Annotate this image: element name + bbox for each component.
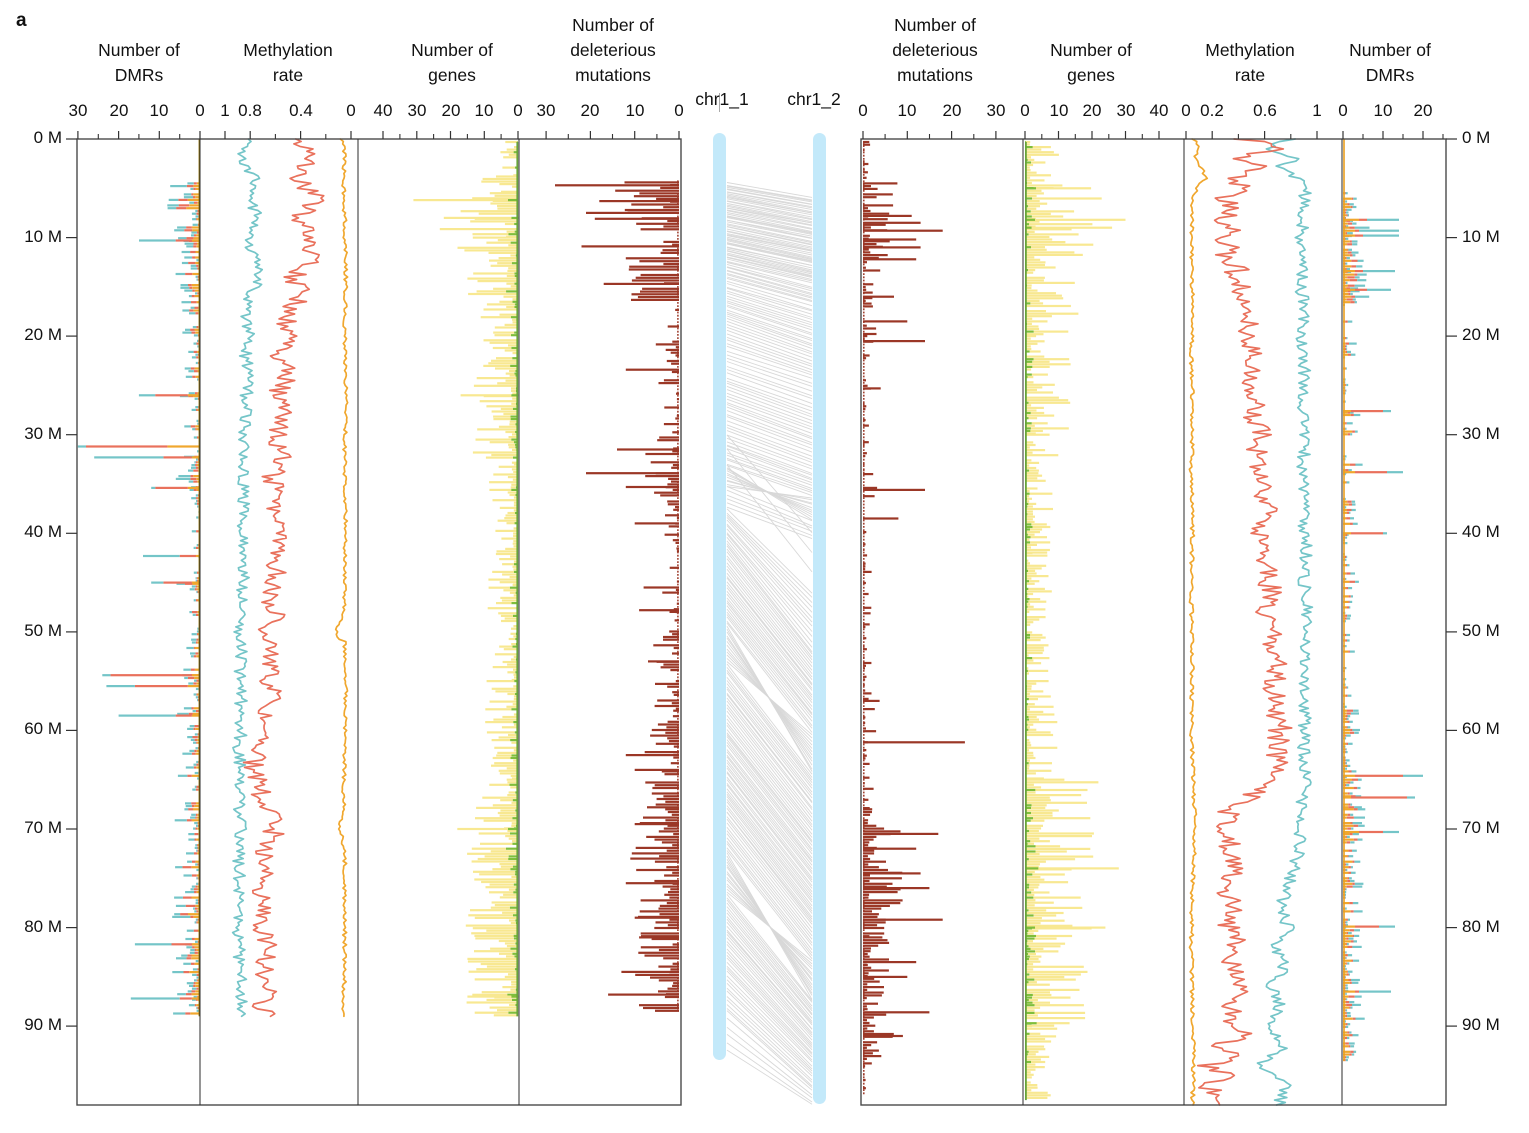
axis-tick-label: 10 xyxy=(1049,101,1069,120)
axis-tick-label: 10 xyxy=(149,101,169,120)
axis-tick-label: 10 xyxy=(474,101,494,120)
title-line: Number of xyxy=(1349,40,1431,60)
axis-tick-label: 0 xyxy=(513,101,523,120)
axis-tick-label: 0 xyxy=(674,101,684,120)
panel-title-genes-left: Number of genes xyxy=(357,38,547,88)
track-del_left xyxy=(555,181,679,1012)
axis-tick-label: 20 xyxy=(1413,101,1433,120)
axis-tick-label: 0 xyxy=(1338,101,1348,120)
axis-tick-label: 0.4 xyxy=(289,101,313,120)
axis-tick-label: 0 xyxy=(1020,101,1030,120)
track-del_right xyxy=(863,140,965,1090)
axis-tick-label: 20 xyxy=(942,101,962,120)
axis-ticks xyxy=(66,131,1457,1027)
panel-title-meth-left: Methylation rate xyxy=(193,38,383,88)
genome-position-label-left: 10 M xyxy=(24,227,62,246)
axis-tick-label: 40 xyxy=(373,101,393,120)
panel-title-del-right: Number of deleterious mutations xyxy=(840,13,1030,88)
genome-position-label-right: 30 M xyxy=(1462,424,1500,443)
title-line: Number of xyxy=(572,15,654,35)
panel-title-dmrs-left: Number of DMRs xyxy=(44,38,234,88)
title-line: mutations xyxy=(897,65,973,85)
axis-tick-label: 0.6 xyxy=(1253,101,1277,120)
genome-position-label-left: 20 M xyxy=(24,325,62,344)
chromosome-bars xyxy=(713,93,826,1104)
axis-tick-label: 10 xyxy=(1373,101,1393,120)
axis-tick-label: 40 xyxy=(1149,101,1169,120)
genome-position-label-right: 60 M xyxy=(1462,719,1500,738)
genome-position-label-left: 70 M xyxy=(24,818,62,837)
genome-position-label-left: 90 M xyxy=(24,1015,62,1034)
track-dmrs_left xyxy=(77,182,200,1015)
axis-tick-label: 0 xyxy=(858,101,868,120)
genome-position-label-right: 50 M xyxy=(1462,621,1500,640)
title-line: DMRs xyxy=(1365,65,1415,85)
genome-position-label-left: 30 M xyxy=(24,424,62,443)
chr1-2-label: chr1_2 xyxy=(787,89,841,109)
track-meth_left xyxy=(231,138,349,1018)
panel-title-del-left: Number of deleterious mutations xyxy=(518,13,708,88)
axis-tick-label: 10 xyxy=(897,101,917,120)
axis-tick-label: 20 xyxy=(580,101,600,120)
genome-position-label-left: 0 M xyxy=(33,128,62,147)
title-line: deleterious xyxy=(892,40,978,60)
title-line: Number of xyxy=(411,40,493,60)
axis-tick-label: 1 xyxy=(1312,101,1322,120)
genome-position-label-right: 20 M xyxy=(1462,325,1500,344)
baseline-stripes xyxy=(198,139,1345,1101)
figure-panel-label: a xyxy=(16,10,27,31)
axis-tick-label: 0 xyxy=(346,101,356,120)
genome-position-label-right: 80 M xyxy=(1462,917,1500,936)
title-line: mutations xyxy=(575,65,651,85)
track-meth_right xyxy=(1188,138,1314,1106)
genome-position-label-right: 90 M xyxy=(1462,1015,1500,1034)
panel-title-genes-right: Number of genes xyxy=(996,38,1186,88)
genome-position-label-right: 40 M xyxy=(1462,522,1500,541)
title-line: Number of xyxy=(98,40,180,60)
axis-tick-label: 30 xyxy=(536,101,556,120)
title-line: deleterious xyxy=(570,40,656,60)
axis-tick-label: 30 xyxy=(986,101,1006,120)
axis-tick-label: 20 xyxy=(109,101,129,120)
axis-tick-label: 0.2 xyxy=(1200,101,1224,120)
axis-tick-label: 0.8 xyxy=(238,101,262,120)
panel-frames xyxy=(76,138,1447,1106)
genome-position-label-right: 70 M xyxy=(1462,818,1500,837)
title-line: genes xyxy=(428,65,476,85)
title-line: Number of xyxy=(1050,40,1132,60)
axis-tick-label: 1 xyxy=(220,101,230,120)
title-line: Methylation xyxy=(243,40,333,60)
track-dmrs_right xyxy=(1343,192,1423,1062)
genome-position-label-right: 10 M xyxy=(1462,227,1500,246)
chr1-1-label: chr1_1 xyxy=(695,89,749,109)
title-line: Number of xyxy=(894,15,976,35)
axis-tick-label: 30 xyxy=(407,101,427,120)
genome-position-label-left: 40 M xyxy=(24,522,62,541)
panel-title-meth-right: Methylation rate xyxy=(1155,38,1345,88)
axis-tick-label: 30 xyxy=(68,101,88,120)
title-line: Methylation xyxy=(1205,40,1295,60)
genome-position-label-left: 80 M xyxy=(24,917,62,936)
axis-tick-label: 10 xyxy=(625,101,645,120)
title-line: rate xyxy=(1234,65,1266,85)
axis-tick-label: 0 xyxy=(1181,101,1191,120)
synteny-links xyxy=(726,182,813,1105)
track-genes_right xyxy=(1025,140,1126,1099)
title-line: genes xyxy=(1067,65,1115,85)
genome-position-label-left: 50 M xyxy=(24,621,62,640)
panel-title-dmrs-right: Number of DMRs xyxy=(1295,38,1485,88)
title-line: DMRs xyxy=(114,65,164,85)
axis-tick-label: 0 xyxy=(195,101,205,120)
track-genes_left xyxy=(413,140,519,1017)
axis-tick-label: 20 xyxy=(1082,101,1102,120)
title-line: rate xyxy=(272,65,304,85)
genome-position-label-right: 0 M xyxy=(1462,128,1491,147)
genome-position-label-left: 60 M xyxy=(24,719,62,738)
axis-tick-label: 20 xyxy=(441,101,461,120)
axis-tick-label: 30 xyxy=(1116,101,1136,120)
panel-dividers xyxy=(199,139,1343,1105)
